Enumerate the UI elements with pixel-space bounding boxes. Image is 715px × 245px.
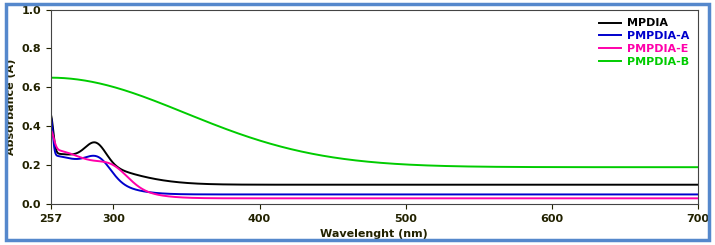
PMPDIA-B (675, 166, 684, 169)
MPDIA (344, 183, 352, 186)
PMPDIA-E (556, 197, 565, 200)
Line: PMPDIA-E: PMPDIA-E (51, 130, 698, 198)
PMPDIA-B (556, 166, 565, 169)
PMPDIA-B (361, 160, 370, 163)
Legend: MPDIA, PMPDIA-A, PMPDIA-E, PMPDIA-B: MPDIA, PMPDIA-A, PMPDIA-E, PMPDIA-B (596, 15, 692, 70)
Line: MPDIA: MPDIA (51, 115, 698, 185)
MPDIA (675, 183, 684, 186)
PMPDIA-A (344, 193, 352, 196)
PMPDIA-A (675, 193, 684, 196)
PMPDIA-E (361, 197, 370, 200)
PMPDIA-A (556, 193, 565, 196)
PMPDIA-E (46, 129, 55, 132)
PMPDIA-A (79, 156, 88, 159)
MPDIA (675, 183, 684, 186)
MPDIA (540, 183, 548, 186)
Line: PMPDIA-B: PMPDIA-B (51, 78, 698, 167)
PMPDIA-A (694, 193, 702, 196)
Line: PMPDIA-A: PMPDIA-A (51, 117, 698, 195)
PMPDIA-B (344, 158, 352, 161)
PMPDIA-B (79, 79, 88, 82)
PMPDIA-E (79, 157, 88, 160)
PMPDIA-A (46, 115, 55, 118)
PMPDIA-B (46, 76, 55, 79)
PMPDIA-E (694, 197, 702, 200)
MPDIA (556, 183, 565, 186)
PMPDIA-B (694, 166, 702, 169)
PMPDIA-B (674, 166, 683, 169)
PMPDIA-E (675, 197, 684, 200)
MPDIA (46, 113, 55, 116)
X-axis label: Wavelenght (nm): Wavelenght (nm) (320, 230, 428, 239)
MPDIA (361, 183, 370, 186)
PMPDIA-E (344, 197, 352, 200)
PMPDIA-A (361, 193, 370, 196)
PMPDIA-E (675, 197, 684, 200)
MPDIA (694, 183, 702, 186)
PMPDIA-A (675, 193, 684, 196)
PMPDIA-E (460, 197, 468, 200)
PMPDIA-A (410, 193, 418, 196)
MPDIA (79, 147, 88, 150)
Y-axis label: Absorbance (A): Absorbance (A) (6, 59, 16, 155)
